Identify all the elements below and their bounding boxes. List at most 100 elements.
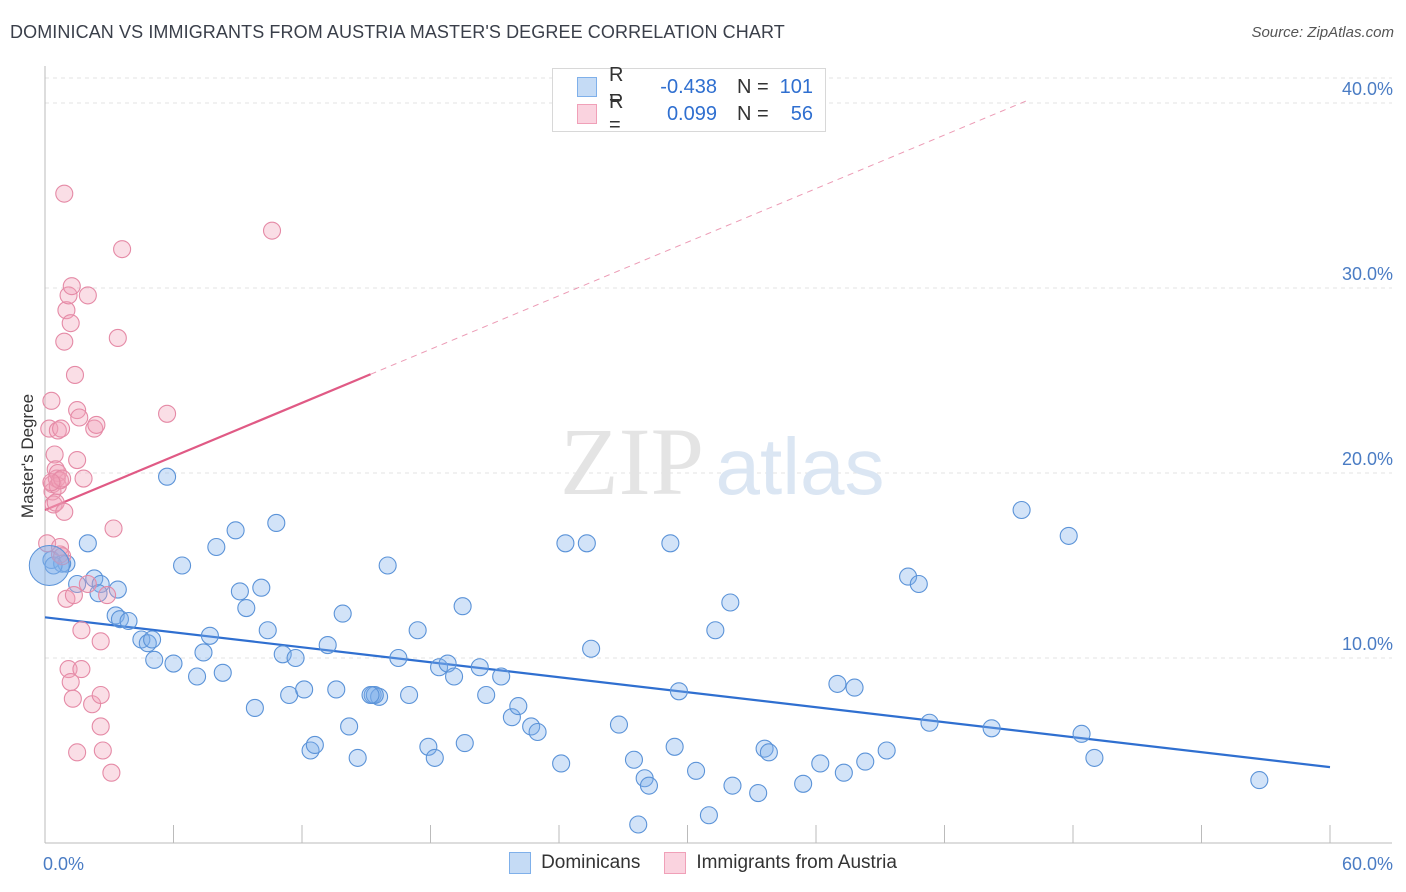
dominican-point-21[interactable]: [194, 643, 213, 662]
dominican-point-78[interactable]: [706, 621, 725, 640]
dominican-point-72[interactable]: [629, 815, 648, 834]
dominican-point-61[interactable]: [509, 697, 528, 716]
dominican-point-71[interactable]: [639, 776, 659, 795]
austria-point-40[interactable]: [78, 574, 97, 594]
austria-point-51[interactable]: [108, 328, 127, 348]
dominican-point-87[interactable]: [845, 678, 864, 697]
dominican-point-48[interactable]: [400, 685, 419, 705]
dominican-point-large[interactable]: [28, 545, 70, 586]
dominican-point-57[interactable]: [470, 658, 489, 677]
dominican-point-75[interactable]: [669, 682, 688, 701]
dominican-point-19[interactable]: [188, 667, 207, 686]
austria-point-39[interactable]: [78, 286, 97, 305]
dominican-point-86[interactable]: [828, 674, 847, 693]
austria-point-36[interactable]: [72, 621, 91, 640]
austria-point-55[interactable]: [42, 473, 61, 492]
dominican-point-39[interactable]: [333, 604, 352, 623]
austria-point-50[interactable]: [104, 519, 123, 538]
austria-point-46[interactable]: [91, 685, 110, 705]
dominican-point-83[interactable]: [749, 783, 768, 803]
austria-point-44[interactable]: [91, 632, 110, 651]
dominican-point-34[interactable]: [295, 680, 314, 699]
dominican-point-22[interactable]: [207, 537, 226, 557]
dominican-point-68[interactable]: [609, 715, 629, 734]
dominican-point-74[interactable]: [665, 737, 684, 756]
dominican-point-41[interactable]: [348, 748, 367, 767]
dominican-point-91[interactable]: [899, 567, 918, 586]
dominican-point-69[interactable]: [624, 750, 644, 769]
dominican-point-26[interactable]: [237, 598, 256, 618]
series-legend-austria[interactable]: Immigrants from Austria: [664, 852, 897, 874]
dominican-point-32[interactable]: [280, 685, 299, 705]
dominican-point-95[interactable]: [1012, 500, 1031, 520]
austria-point-38[interactable]: [74, 469, 93, 488]
dominican-point-47[interactable]: [389, 648, 408, 668]
dominican-point-90[interactable]: [877, 741, 896, 760]
dominican-point-65[interactable]: [556, 534, 575, 553]
dominican-point-58[interactable]: [477, 685, 496, 705]
dominican-point-54[interactable]: [445, 667, 464, 686]
dominican-point-93[interactable]: [920, 713, 939, 732]
dominican-point-84[interactable]: [794, 774, 813, 793]
austria-point-28[interactable]: [62, 277, 81, 296]
austria-point-21[interactable]: [55, 502, 74, 521]
dominican-point-46[interactable]: [378, 556, 397, 575]
austria-point-32[interactable]: [68, 743, 87, 762]
austria-point-2[interactable]: [42, 391, 61, 410]
dominican-point-24[interactable]: [226, 521, 245, 540]
dominican-point-64[interactable]: [552, 754, 571, 773]
austria-point-53[interactable]: [158, 404, 177, 423]
dominican-point-97[interactable]: [1072, 724, 1091, 743]
dominican-point-63[interactable]: [528, 722, 547, 742]
austria-point-43[interactable]: [87, 415, 106, 434]
dominican-point-18[interactable]: [164, 654, 183, 673]
austria-point-10[interactable]: [48, 421, 67, 440]
dominican-point-38[interactable]: [327, 680, 346, 699]
dominican-point-15[interactable]: [145, 650, 164, 669]
dominican-point-33[interactable]: [286, 648, 305, 668]
dominican-point-49[interactable]: [408, 621, 427, 640]
austria-point-47[interactable]: [93, 741, 112, 760]
austria-point-19[interactable]: [55, 184, 74, 203]
dominican-point-44[interactable]: [365, 685, 384, 705]
dominican-point-56[interactable]: [455, 734, 474, 753]
austria-point-52[interactable]: [113, 240, 132, 259]
dominican-point-14[interactable]: [143, 630, 162, 649]
austria-point-29[interactable]: [63, 689, 82, 708]
dominican-point-50[interactable]: [419, 737, 438, 756]
dominican-point-89[interactable]: [856, 752, 875, 771]
austria-point-6[interactable]: [45, 445, 64, 464]
austria-point-20[interactable]: [55, 332, 74, 351]
dominican-point-25[interactable]: [230, 582, 249, 601]
austria-point-31[interactable]: [65, 365, 85, 385]
dominican-point-23[interactable]: [213, 663, 232, 682]
dominican-point-20[interactable]: [200, 626, 219, 645]
dominican-point-79[interactable]: [723, 776, 742, 795]
dominican-point-98[interactable]: [1085, 748, 1104, 767]
dominican-point-77[interactable]: [699, 806, 718, 825]
austria-point-33[interactable]: [68, 450, 87, 470]
dominican-point-29[interactable]: [258, 621, 277, 640]
dominican-point-28[interactable]: [252, 578, 271, 597]
dominican-point-40[interactable]: [340, 717, 359, 736]
austria-point-48[interactable]: [98, 586, 117, 605]
austria-point-37[interactable]: [72, 660, 91, 679]
dominican-point-17[interactable]: [173, 556, 192, 575]
austria-point-54[interactable]: [262, 221, 282, 240]
austria-point-18[interactable]: [53, 469, 72, 488]
austria-point-27[interactable]: [61, 314, 80, 333]
dominican-point-30[interactable]: [267, 513, 286, 533]
austria-point-30[interactable]: [64, 586, 83, 605]
dominican-point-36[interactable]: [305, 735, 324, 755]
dominican-point-52[interactable]: [425, 748, 444, 767]
dominican-point-16[interactable]: [158, 467, 177, 486]
dominican-point-80[interactable]: [721, 593, 740, 612]
dominican-point-11[interactable]: [119, 611, 138, 631]
austria-point-45[interactable]: [91, 717, 110, 736]
dominican-point-60[interactable]: [502, 708, 521, 727]
dominican-point-27[interactable]: [245, 698, 264, 718]
austria-point-34[interactable]: [68, 401, 87, 420]
dominican-point-45[interactable]: [361, 685, 380, 705]
dominican-point-94[interactable]: [982, 719, 1001, 738]
dominican-point-88[interactable]: [834, 763, 853, 782]
